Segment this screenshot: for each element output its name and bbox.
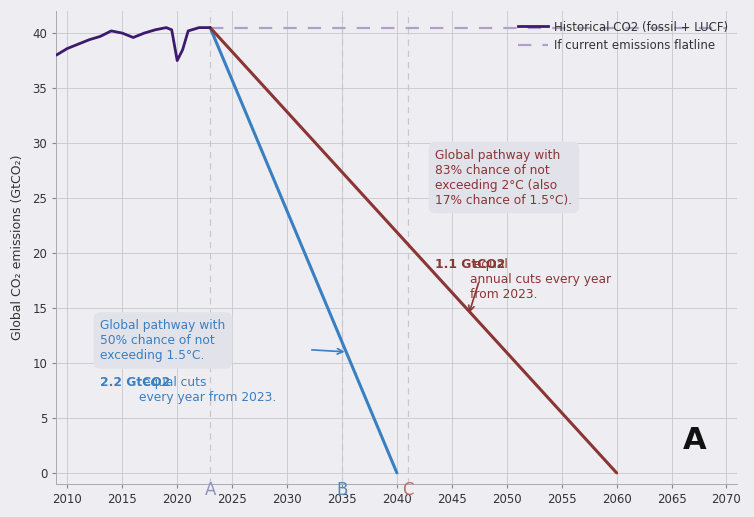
Legend: Historical CO2 (fossil + LUCF), If current emissions flatline: Historical CO2 (fossil + LUCF), If curre… [515,17,731,56]
Text: Global pathway with
50% chance of not
exceeding 1.5°C.: Global pathway with 50% chance of not ex… [100,319,225,362]
Text: 1.1 GtCO2: 1.1 GtCO2 [435,258,506,271]
Text: A: A [683,427,706,455]
Text: 2.2 GtCO2: 2.2 GtCO2 [100,376,170,389]
Y-axis label: Global CO₂ emissions (GtCO₂): Global CO₂ emissions (GtCO₂) [11,155,24,340]
Text: B: B [336,481,348,498]
Text: A: A [204,481,216,498]
Text: Global pathway with
83% chance of not
exceeding 2°C (also
17% chance of 1.5°C).: Global pathway with 83% chance of not ex… [435,148,572,206]
Text: equal cuts
every year from 2023.: equal cuts every year from 2023. [139,376,276,404]
Text: C: C [402,481,414,498]
Text: equal
annual cuts every year
from 2023.: equal annual cuts every year from 2023. [470,258,611,301]
